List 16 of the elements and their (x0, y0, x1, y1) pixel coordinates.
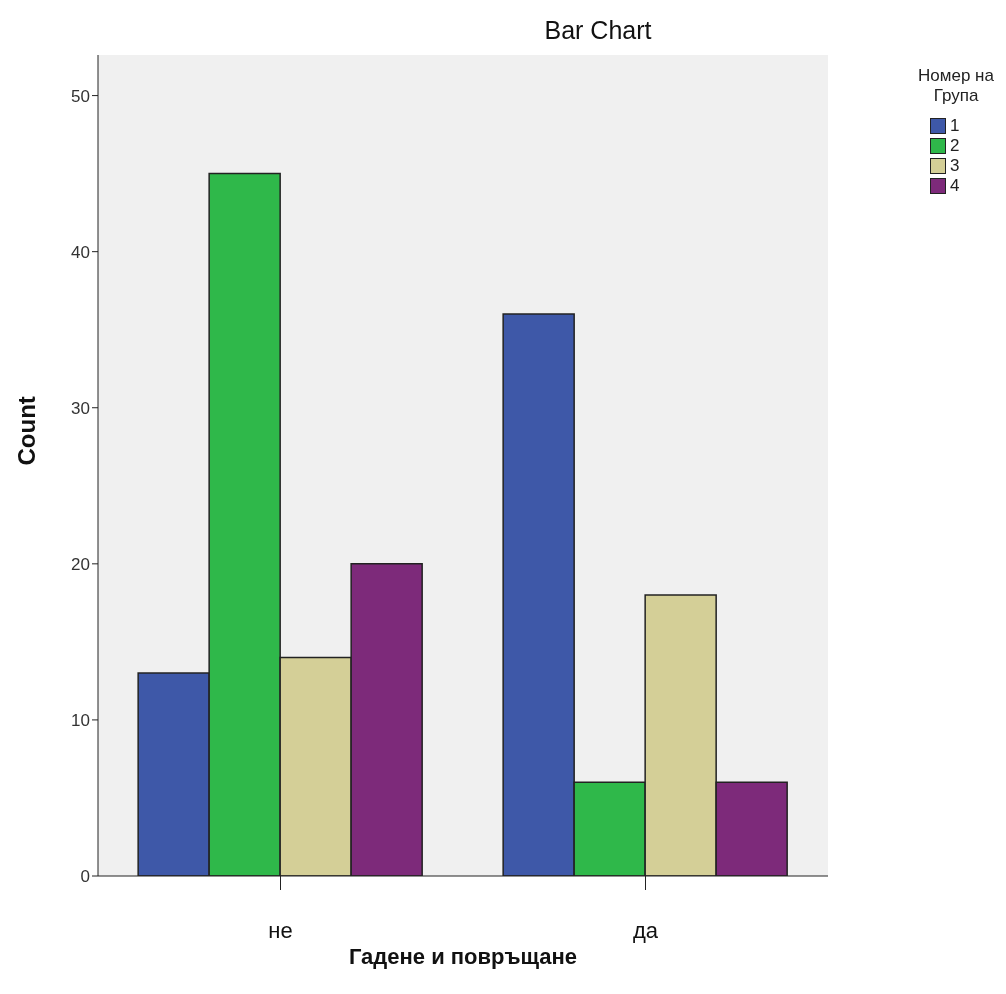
y-tick-label: 40 (71, 242, 90, 262)
legend-label: 2 (950, 136, 960, 156)
legend-label: 3 (950, 156, 960, 176)
chart-title: Bar Chart (543, 16, 653, 45)
x-tick-label: не (268, 917, 293, 943)
y-tick-label: 0 (80, 867, 90, 887)
y-tick-label: 20 (71, 554, 90, 574)
legend-label: 4 (950, 176, 960, 196)
y-tick-label: 50 (71, 86, 90, 106)
y-tick-label: 30 (71, 398, 90, 418)
legend-title: Номер на Група (917, 66, 995, 106)
x-tick-label: да (632, 917, 659, 943)
x-axis-title: Гадене и повръщане (348, 944, 578, 969)
y-axis-title: Count (12, 396, 40, 466)
legend-label: 1 (950, 116, 960, 136)
y-tick-label: 10 (71, 710, 90, 730)
